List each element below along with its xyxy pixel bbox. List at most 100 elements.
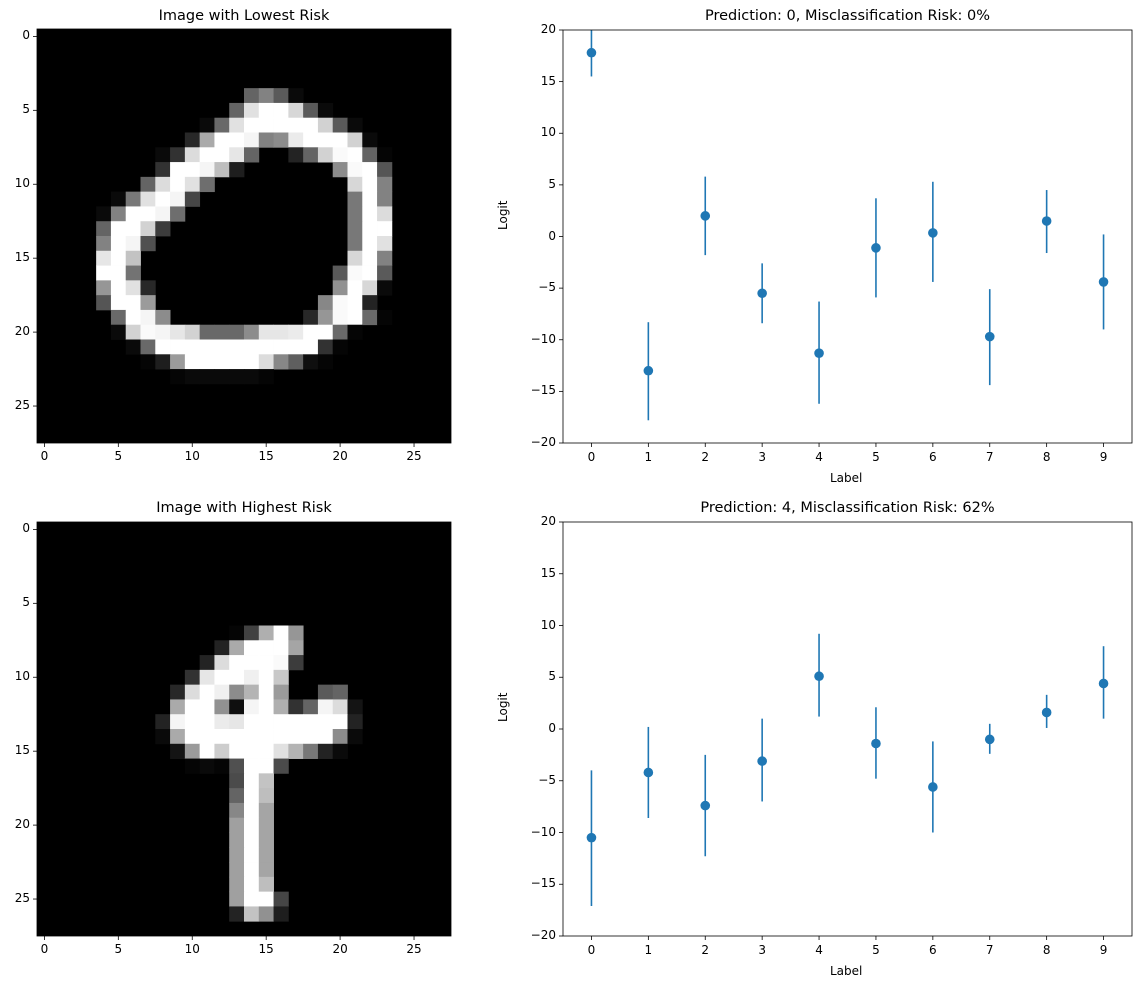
pixel [258, 862, 274, 878]
pixel [332, 729, 348, 745]
pixel [332, 117, 348, 133]
pixel [244, 773, 260, 789]
pixel [140, 339, 156, 355]
pixel [229, 891, 245, 907]
pixel [288, 714, 304, 730]
pixel [199, 354, 215, 370]
pixel [377, 147, 393, 163]
pixel [229, 802, 245, 819]
errorbar-series [586, 30, 1109, 421]
pixel [347, 176, 363, 193]
pixel [229, 862, 245, 878]
pixel [377, 191, 393, 207]
pixel [125, 206, 141, 222]
data-point [928, 228, 938, 238]
pixel [155, 339, 171, 355]
pixel [244, 729, 260, 745]
pixel [258, 773, 274, 789]
pixel [170, 176, 186, 193]
pixel [273, 758, 289, 774]
image-panel-lowest-risk: Image with Lowest Risk 0 5 10 15 20 25 0 5 10 15… [0, 0, 470, 480]
pixel [244, 743, 260, 759]
pixel [229, 625, 245, 641]
x-tick-label: 15 [258, 449, 274, 463]
pixel [125, 191, 141, 207]
data-point [984, 331, 995, 342]
pixel [258, 743, 274, 759]
pixel [258, 729, 274, 745]
x-tick-label: 9 [1099, 450, 1108, 464]
data-point [757, 756, 767, 766]
pixel [303, 324, 319, 340]
pixel [125, 324, 141, 340]
pixel [258, 832, 274, 848]
data-point [984, 734, 995, 745]
pixel [184, 743, 201, 759]
pixel [258, 655, 274, 671]
pixel [258, 339, 274, 355]
pixel [229, 906, 245, 922]
pixel [170, 206, 186, 222]
pixel [347, 324, 363, 340]
x-tick-label: 4 [815, 943, 823, 957]
logit-plot-lowest-risk-title: Prediction: 0, Misclassification Risk: 0… [704, 8, 990, 24]
x-tick-label: 25 [406, 942, 422, 956]
pixel [303, 699, 319, 715]
pixel [273, 324, 289, 340]
y-tick-label: 20 [14, 324, 30, 339]
pixel [244, 354, 260, 370]
y-tick-label: −10 [530, 824, 556, 839]
pixel [258, 132, 274, 148]
pixel [184, 758, 201, 774]
pixel [347, 206, 363, 222]
pixel [214, 729, 230, 745]
pixel [96, 221, 112, 237]
pixel [347, 162, 363, 178]
data-point [814, 348, 824, 358]
pixel [170, 324, 186, 340]
pixel [332, 162, 348, 178]
pixel [125, 221, 141, 237]
pixel [244, 655, 260, 671]
x-tick-label: 9 [1099, 943, 1108, 957]
pixel [258, 802, 274, 819]
pixel [377, 265, 393, 281]
pixel [377, 280, 393, 296]
pixel [229, 102, 245, 119]
pixel [362, 162, 378, 178]
pixel [303, 132, 319, 148]
pixel [155, 221, 171, 237]
pixel [184, 699, 201, 715]
pixel [110, 295, 127, 311]
pixel [199, 132, 215, 148]
pixel [362, 280, 378, 296]
y-tick-label: 15 [540, 73, 556, 88]
x-tick-label: 20 [332, 449, 348, 463]
x-tick-label: 5 [114, 942, 123, 956]
pixel [155, 206, 171, 222]
data-point [586, 832, 597, 843]
pixel [332, 339, 348, 355]
pixel [170, 684, 186, 700]
tick-marks [33, 35, 415, 447]
y-tick-label: 15 [540, 565, 556, 580]
pixel [214, 699, 230, 715]
pixel [273, 684, 289, 700]
pixel [199, 729, 215, 745]
pixel [140, 354, 156, 370]
pixel [170, 743, 186, 759]
x-tick-label: 4 [815, 450, 823, 464]
pixel [347, 147, 363, 163]
pixel [273, 906, 289, 922]
pixel [125, 250, 141, 266]
pixel [229, 117, 245, 133]
data-point [643, 767, 654, 778]
pixel [362, 132, 378, 148]
pixel [229, 788, 245, 804]
pixel [214, 354, 230, 370]
pixel [273, 354, 289, 370]
pixel [317, 743, 334, 759]
pixel [184, 191, 201, 207]
pixel [184, 669, 201, 686]
